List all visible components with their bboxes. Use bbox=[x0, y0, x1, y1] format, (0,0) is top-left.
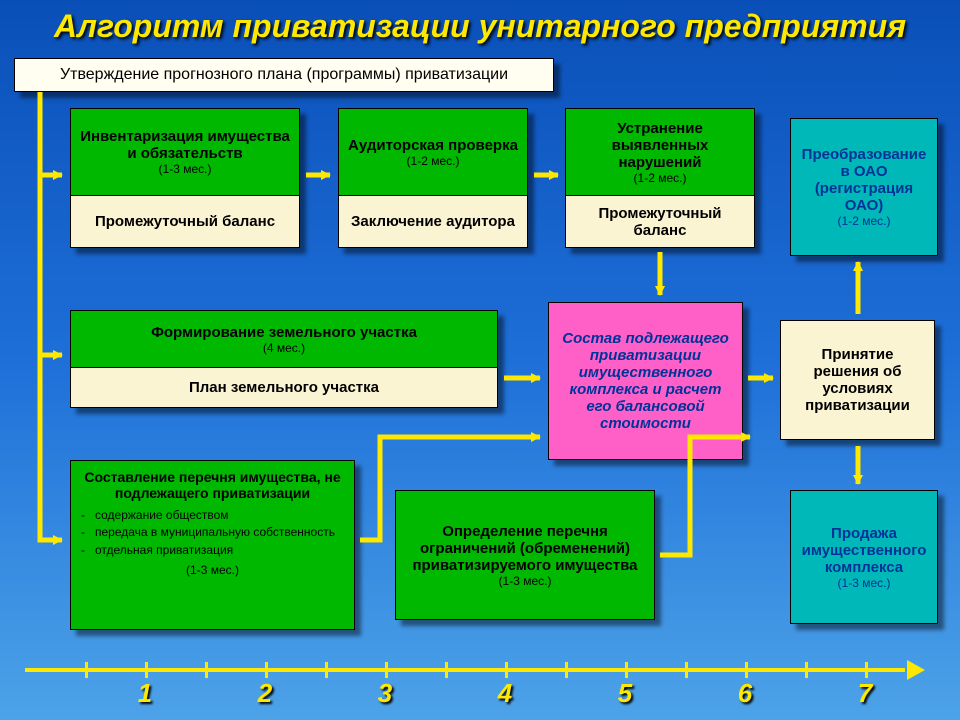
list-title: Составление перечня имущества, не подлеж… bbox=[81, 469, 344, 501]
decision-text: Принятие решения об условиях приватизаци… bbox=[789, 346, 926, 414]
sale-box: Продажа имущественного комплекса (1-3 ме… bbox=[790, 490, 938, 624]
row1c-bottom: Промежуточный баланс bbox=[574, 205, 746, 239]
row1-c: Устранение выявленных нарушений (1-2 мес… bbox=[565, 108, 755, 248]
row1-b: Аудиторская проверка (1-2 мес.) Заключен… bbox=[338, 108, 528, 248]
timeline-arrow-icon bbox=[907, 660, 925, 680]
timeline-label: 2 bbox=[258, 678, 272, 709]
land-title: Формирование земельного участка bbox=[79, 324, 489, 341]
timeline: 1234567 bbox=[25, 658, 935, 698]
timeline-tick bbox=[205, 662, 208, 678]
decision-box: Принятие решения об условиях приватизаци… bbox=[780, 320, 935, 440]
comp-box: Состав подлежащего приватизации имуществ… bbox=[548, 302, 743, 460]
oao-box: Преобразование в ОАО (регистрация ОАО) (… bbox=[790, 118, 938, 256]
timeline-label: 3 bbox=[378, 678, 392, 709]
timeline-tick bbox=[805, 662, 808, 678]
approve-text: Утверждение прогнозного плана (программы… bbox=[23, 66, 545, 84]
restrict-text: Определение перечня ограничений (обремен… bbox=[404, 523, 646, 574]
timeline-label: 1 bbox=[138, 678, 152, 709]
timeline-label: 6 bbox=[738, 678, 752, 709]
timeline-tick bbox=[685, 662, 688, 678]
timeline-tick bbox=[625, 662, 628, 678]
restrict-sub: (1-3 мес.) bbox=[404, 574, 646, 588]
timeline-tick bbox=[745, 662, 748, 678]
restrict-box: Определение перечня ограничений (обремен… bbox=[395, 490, 655, 620]
list-item-2: - отдельная приватизация bbox=[81, 542, 344, 559]
diagram-stage: Алгоритм приватизации унитарного предпри… bbox=[0, 0, 960, 720]
page-title: Алгоритм приватизации унитарного предпри… bbox=[0, 8, 960, 45]
comp-text: Состав подлежащего приватизации имуществ… bbox=[557, 330, 734, 432]
timeline-label: 4 bbox=[498, 678, 512, 709]
list-item-0: - содержание обществом bbox=[81, 507, 344, 524]
row1b-title: Аудиторская проверка bbox=[347, 137, 519, 154]
row1a-sub: (1-3 мес.) bbox=[79, 162, 291, 176]
land-bottom: План земельного участка bbox=[79, 379, 489, 396]
timeline-label: 7 bbox=[858, 678, 872, 709]
timeline-tick bbox=[85, 662, 88, 678]
timeline-line bbox=[25, 668, 905, 672]
timeline-tick bbox=[565, 662, 568, 678]
land-sub: (4 мес.) bbox=[79, 341, 489, 355]
timeline-tick bbox=[145, 662, 148, 678]
approve-box: Утверждение прогнозного плана (программы… bbox=[14, 58, 554, 92]
row1b-bottom: Заключение аудитора bbox=[347, 213, 519, 230]
timeline-tick bbox=[265, 662, 268, 678]
list-sub: (1-3 мес.) bbox=[81, 563, 344, 577]
row1-a: Инвентаризация имущества и обязательств … bbox=[70, 108, 300, 248]
timeline-tick bbox=[505, 662, 508, 678]
list-box: Составление перечня имущества, не подлеж… bbox=[70, 460, 355, 630]
timeline-tick bbox=[385, 662, 388, 678]
row1a-title: Инвентаризация имущества и обязательств bbox=[79, 128, 291, 162]
row1a-bottom: Промежуточный баланс bbox=[79, 213, 291, 230]
timeline-tick bbox=[325, 662, 328, 678]
sale-text: Продажа имущественного комплекса bbox=[799, 525, 929, 576]
timeline-tick bbox=[865, 662, 868, 678]
timeline-label: 5 bbox=[618, 678, 632, 709]
oao-sub: (1-2 мес.) bbox=[797, 214, 931, 228]
sale-sub: (1-3 мес.) bbox=[799, 576, 929, 590]
row1c-sub: (1-2 мес.) bbox=[572, 171, 748, 185]
oao-text: Преобразование в ОАО (регистрация ОАО) bbox=[797, 146, 931, 214]
land-box: Формирование земельного участка (4 мес.)… bbox=[70, 310, 498, 408]
row1c-title: Устранение выявленных нарушений bbox=[572, 120, 748, 171]
timeline-tick bbox=[445, 662, 448, 678]
list-item-1: - передача в муниципальную собственность bbox=[81, 524, 344, 541]
row1b-sub: (1-2 мес.) bbox=[347, 154, 519, 168]
